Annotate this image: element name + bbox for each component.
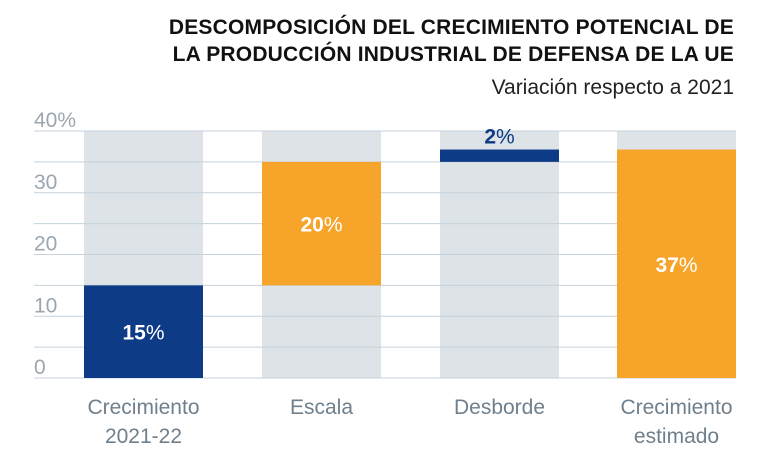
category-label-3-line-1: Desborde bbox=[454, 396, 545, 419]
category-label-4-line-2: estimado bbox=[634, 425, 719, 448]
category-label-1-line-2: 2021-22 bbox=[105, 425, 182, 448]
category-label-2-line-1: Escala bbox=[290, 396, 353, 419]
data-label-4: 37% bbox=[655, 254, 697, 277]
category-label-4-line-1: Crecimiento bbox=[620, 396, 732, 419]
chart-title: DESCOMPOSICIÓN DEL CRECIMIENTO POTENCIAL… bbox=[169, 14, 734, 68]
bar-4 bbox=[617, 149, 736, 378]
data-label-1: 15% bbox=[122, 322, 164, 345]
data-label-2: 20% bbox=[300, 214, 342, 237]
y-tick-label-0: 0 bbox=[34, 356, 46, 379]
category-label-1-line-1: Crecimiento bbox=[87, 396, 199, 419]
chart-title-line-2: LA PRODUCCIÓN INDUSTRIAL DE DEFENSA DE L… bbox=[172, 43, 734, 66]
y-tick-label-30: 30 bbox=[34, 171, 57, 194]
y-tick-label-40: 40% bbox=[34, 109, 76, 132]
bar-3 bbox=[440, 149, 559, 162]
y-tick-label-10: 10 bbox=[34, 294, 57, 317]
data-label-3: 2% bbox=[484, 126, 514, 149]
y-tick-label-20: 20 bbox=[34, 233, 57, 256]
bar-1 bbox=[84, 285, 203, 378]
chart-title-line-1: DESCOMPOSICIÓN DEL CRECIMIENTO POTENCIAL… bbox=[168, 16, 734, 39]
chart-subtitle: Variación respecto a 2021 bbox=[491, 76, 734, 99]
bar-2 bbox=[262, 161, 381, 286]
